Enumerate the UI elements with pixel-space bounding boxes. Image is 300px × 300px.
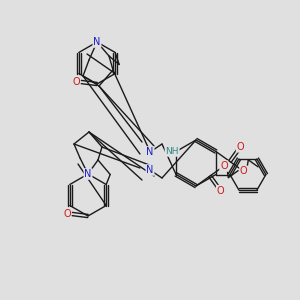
Text: N: N: [84, 169, 92, 179]
Text: O: O: [217, 186, 224, 196]
Text: O: O: [240, 167, 247, 176]
Text: NH: NH: [165, 147, 179, 156]
Text: O: O: [220, 161, 228, 171]
Text: O: O: [237, 142, 244, 152]
Text: O: O: [72, 77, 80, 87]
Text: O: O: [63, 209, 71, 219]
Text: N: N: [146, 147, 154, 157]
Text: N: N: [93, 37, 101, 47]
Text: N: N: [146, 165, 154, 175]
